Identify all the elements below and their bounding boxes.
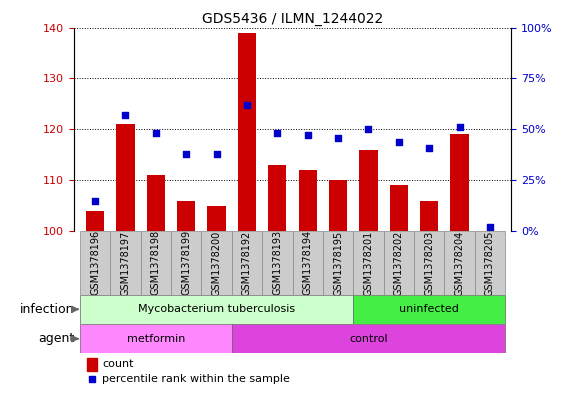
Bar xyxy=(268,165,286,231)
Text: GSM1378200: GSM1378200 xyxy=(212,230,222,296)
Bar xyxy=(80,231,110,295)
Point xyxy=(303,132,312,139)
Bar xyxy=(116,124,135,231)
Bar xyxy=(353,295,505,324)
Bar xyxy=(207,206,225,231)
Text: GSM1378196: GSM1378196 xyxy=(90,230,100,296)
Bar xyxy=(414,231,444,295)
Bar xyxy=(383,231,414,295)
Text: GSM1378203: GSM1378203 xyxy=(424,230,434,296)
Bar xyxy=(86,211,104,231)
Bar xyxy=(147,175,165,231)
Bar xyxy=(262,231,293,295)
Text: GSM1378195: GSM1378195 xyxy=(333,230,343,296)
Text: GSM1378194: GSM1378194 xyxy=(303,230,313,296)
Text: GSM1378198: GSM1378198 xyxy=(151,230,161,296)
Bar xyxy=(353,231,383,295)
Bar xyxy=(177,201,195,231)
Bar xyxy=(80,324,232,353)
Text: GSM1378197: GSM1378197 xyxy=(120,230,131,296)
Point xyxy=(394,138,403,145)
Bar xyxy=(110,231,141,295)
Bar xyxy=(293,231,323,295)
Bar xyxy=(420,201,438,231)
Bar xyxy=(87,358,97,371)
Text: GSM1378205: GSM1378205 xyxy=(485,230,495,296)
Bar xyxy=(323,231,353,295)
Point xyxy=(121,112,130,118)
Bar xyxy=(171,231,202,295)
Bar xyxy=(80,295,353,324)
Text: GSM1378192: GSM1378192 xyxy=(242,230,252,296)
Text: agent: agent xyxy=(38,332,74,345)
Point xyxy=(212,151,221,157)
Point xyxy=(243,102,252,108)
Text: infection: infection xyxy=(20,303,74,316)
Bar xyxy=(360,150,378,231)
Text: GSM1378204: GSM1378204 xyxy=(454,230,465,296)
Point xyxy=(364,126,373,132)
Bar xyxy=(232,324,505,353)
Bar xyxy=(329,180,347,231)
Text: GSM1378202: GSM1378202 xyxy=(394,230,404,296)
Bar xyxy=(299,170,317,231)
Bar xyxy=(202,231,232,295)
Text: count: count xyxy=(102,359,134,369)
Point xyxy=(151,130,160,137)
Point xyxy=(90,198,99,204)
Text: GSM1378193: GSM1378193 xyxy=(272,230,282,296)
Point xyxy=(273,130,282,137)
Title: GDS5436 / ILMN_1244022: GDS5436 / ILMN_1244022 xyxy=(202,13,383,26)
Bar xyxy=(238,33,256,231)
Point xyxy=(455,124,464,130)
Bar xyxy=(141,231,171,295)
Bar xyxy=(450,134,469,231)
Point xyxy=(333,134,343,141)
Text: control: control xyxy=(349,334,388,344)
Text: percentile rank within the sample: percentile rank within the sample xyxy=(102,375,290,384)
Text: metformin: metformin xyxy=(127,334,185,344)
Point xyxy=(425,145,434,151)
Bar xyxy=(444,231,475,295)
Bar xyxy=(232,231,262,295)
Point xyxy=(451,314,460,321)
Text: GSM1378201: GSM1378201 xyxy=(364,230,373,296)
Text: Mycobacterium tuberculosis: Mycobacterium tuberculosis xyxy=(138,304,295,314)
Text: uninfected: uninfected xyxy=(399,304,459,314)
Point xyxy=(182,151,191,157)
Point xyxy=(486,224,495,230)
Text: GSM1378199: GSM1378199 xyxy=(181,230,191,296)
Bar xyxy=(475,231,505,295)
Bar xyxy=(390,185,408,231)
